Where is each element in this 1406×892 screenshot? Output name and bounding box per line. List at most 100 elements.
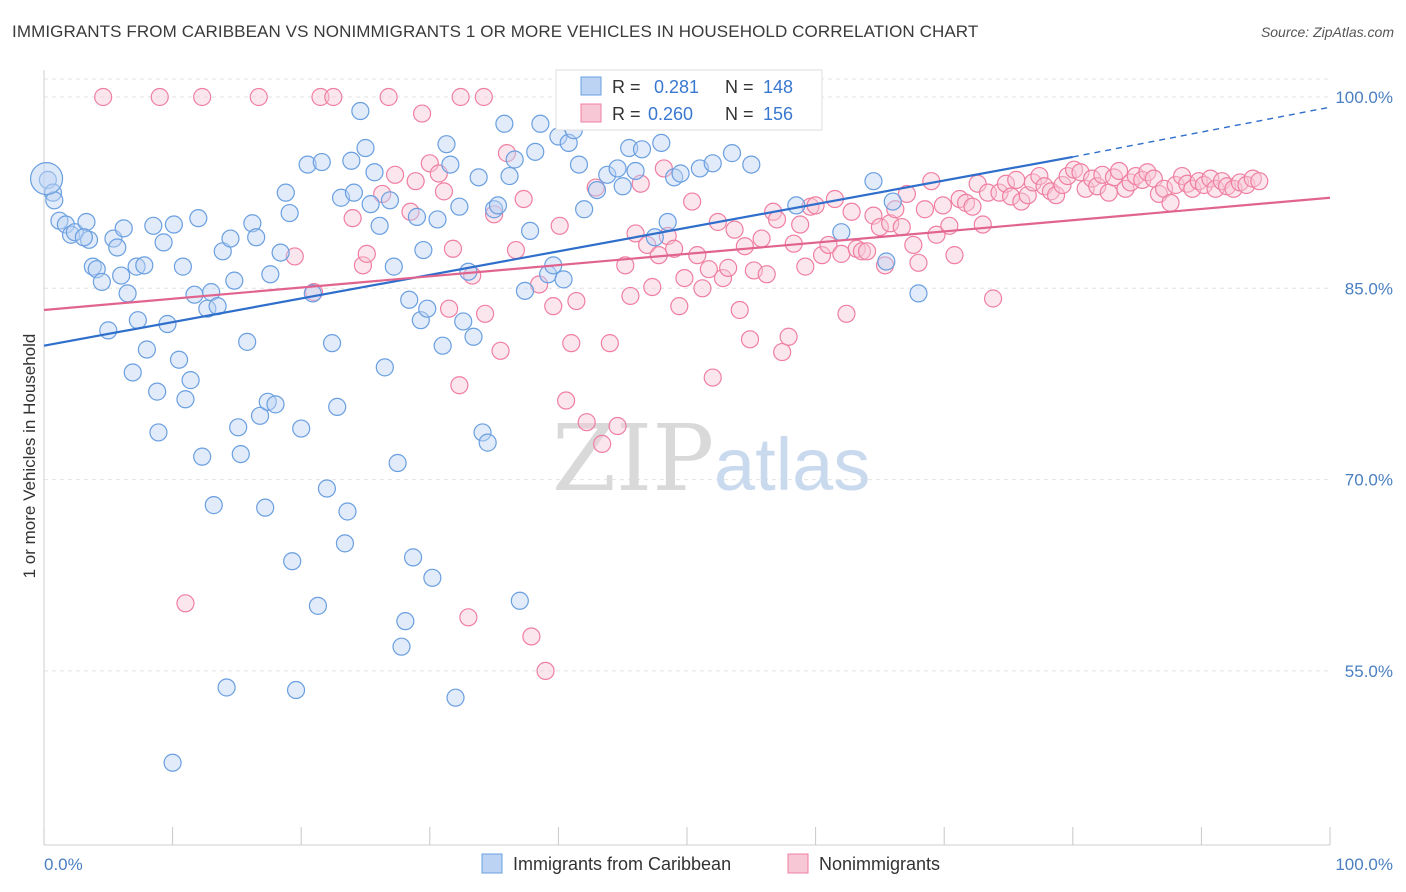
stats-blue-n-label: N = [725, 77, 754, 97]
caribbean-point [877, 252, 896, 271]
nonimmigrants-point [767, 210, 787, 229]
trend-lines [43, 106, 1331, 347]
nonimmigrants-point [897, 184, 917, 204]
nonimmigrants-point [638, 235, 657, 255]
nonimmigrants-point [643, 277, 662, 297]
nonimmigrants-point [842, 202, 861, 221]
caribbean-point [446, 688, 465, 707]
nonimmigrants-point [1109, 161, 1129, 181]
caribbean-point [112, 266, 131, 285]
caribbean-point [392, 637, 411, 656]
nonimmigrants-point [544, 297, 563, 316]
nonimmigrants-point [379, 87, 398, 107]
stats-swatch-pink [580, 103, 602, 123]
caribbean-point [375, 358, 394, 377]
caribbean-point [338, 502, 357, 521]
nonimmigrants-point [730, 300, 749, 320]
caribbean-point [99, 321, 118, 340]
caribbean-point [652, 133, 671, 153]
nonimmigrants-point [567, 291, 586, 311]
caribbean-point [193, 447, 212, 466]
caribbean-point [396, 612, 415, 631]
stats-pink-r-value: 0.260 [648, 104, 693, 124]
nonimmigrants-point [719, 258, 738, 277]
nonimmigrants-point [1030, 166, 1049, 186]
caribbean-point [118, 284, 137, 303]
watermark-atlas: atlas [714, 423, 870, 506]
caribbean-point [488, 196, 508, 215]
nonimmigrants-point [757, 265, 776, 284]
y-tick-label: 100.0% [1335, 88, 1393, 107]
caribbean-point [229, 418, 248, 437]
chart-source: Source: ZipAtlas.com [1260, 24, 1394, 40]
caribbean-point [266, 395, 285, 414]
nonimmigrants-point [857, 242, 877, 261]
nonimmigrants-point [491, 341, 510, 360]
nonimmigrants-point [385, 165, 405, 184]
caribbean-point [356, 138, 375, 158]
nonimmigrants-point [945, 246, 964, 265]
caribbean-point [225, 271, 244, 290]
caribbean-point [473, 423, 492, 442]
caribbean-point [598, 165, 617, 184]
nonimmigrants-point [353, 256, 373, 275]
caribbean-point [365, 163, 384, 182]
caribbean-point [217, 678, 236, 697]
nonimmigrants-point [832, 244, 851, 263]
nonimmigrants-point [439, 299, 459, 318]
caribbean-point [388, 453, 407, 473]
nonimmigrants-point [1007, 170, 1026, 189]
caribbean-point [411, 311, 430, 330]
caribbean-point [256, 498, 275, 517]
nonimmigrants-point [773, 342, 792, 362]
nonimmigrants-point [608, 416, 627, 436]
caribbean-point [163, 753, 182, 772]
nonimmigrants-point [536, 661, 555, 681]
caribbean-point [414, 240, 433, 260]
trend-line-nonimmigrants [43, 196, 1331, 312]
caribbean-point [114, 219, 133, 238]
watermark: ZIP atlas [552, 405, 870, 512]
nonimmigrants-point [412, 104, 432, 123]
caribbean-point [423, 568, 442, 587]
nonimmigrants-point [193, 87, 212, 107]
nonimmigrants-point [94, 87, 113, 107]
caribbean-point [787, 196, 806, 215]
caribbean-point [464, 327, 483, 346]
caribbean-point [137, 340, 156, 359]
caribbean-point [909, 284, 928, 303]
nonimmigrants-point [577, 413, 596, 432]
nonimmigrants-point [725, 220, 744, 239]
caribbean-point [437, 135, 456, 154]
nonimmigrants-point [324, 87, 343, 107]
caribbean-point [149, 423, 168, 442]
caribbean-point [221, 229, 240, 248]
nonimmigrants-point [1076, 179, 1095, 198]
caribbean-point [308, 596, 328, 615]
stats-blue-r-value: 0.281 [654, 77, 699, 97]
caribbean-point [250, 406, 270, 425]
caribbean-point [361, 195, 380, 214]
nonimmigrants-point [621, 286, 640, 306]
nonimmigrants-point [693, 279, 712, 298]
caribbean-point [832, 223, 851, 242]
caribbean-point [370, 216, 389, 235]
caribbean-point [189, 209, 208, 228]
caribbean-point [243, 214, 262, 233]
nonimmigrants-point [892, 217, 911, 237]
caribbean-point [135, 256, 154, 275]
stats-pink-r-label: R = [612, 104, 641, 124]
caribbean-point-large [29, 162, 64, 196]
x-tick-right: 100.0% [1335, 855, 1393, 874]
nonimmigrants-point [915, 200, 935, 219]
caribbean-point [613, 177, 632, 196]
caribbean-point [515, 281, 535, 300]
nonimmigrants-point [514, 189, 533, 209]
caribbean-point [742, 155, 761, 174]
nonimmigrants-point [675, 268, 694, 288]
nonimmigrants-point [852, 242, 871, 261]
nonimmigrants-point [434, 182, 454, 201]
caribbean-point [505, 150, 524, 169]
nonimmigrants-point [522, 627, 541, 646]
caribbean-point [328, 397, 347, 417]
